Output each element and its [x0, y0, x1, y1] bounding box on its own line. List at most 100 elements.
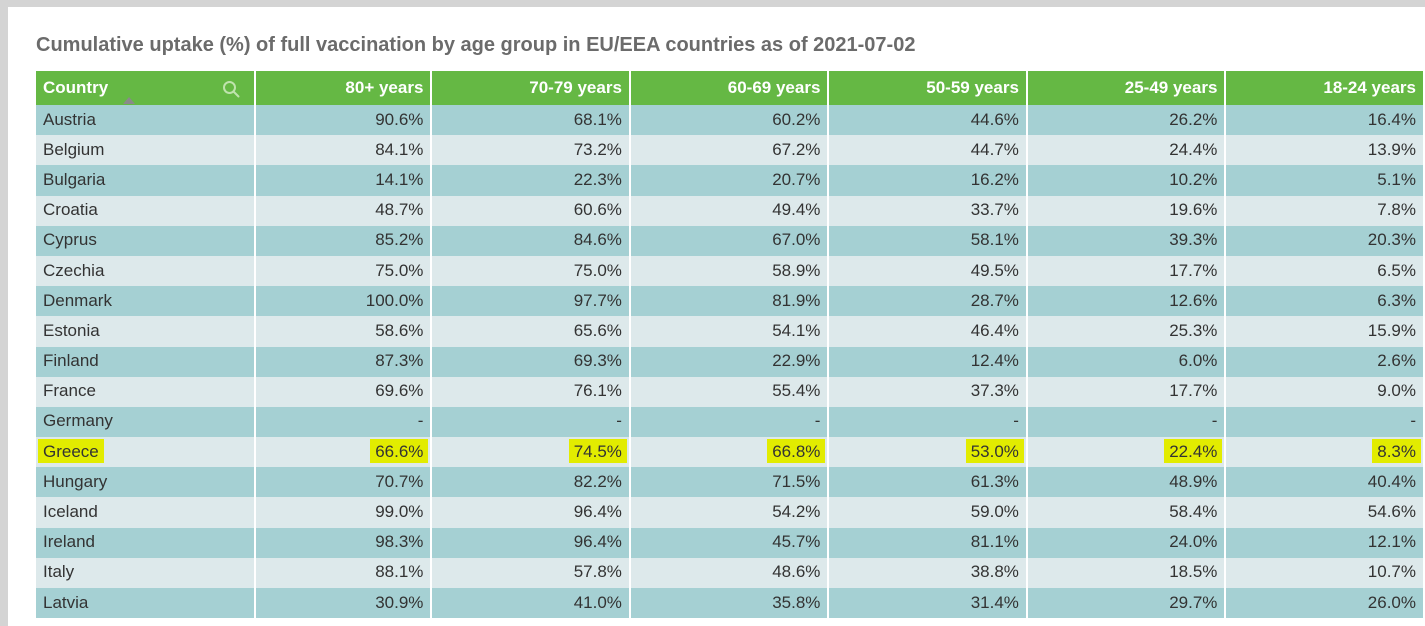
table-cell-value: 37.3% — [829, 376, 1026, 407]
table-cell-country: France — [36, 376, 254, 407]
cell-text: - — [616, 411, 622, 431]
cell-text: Croatia — [43, 200, 98, 220]
table-row[interactable]: Austria 90.6% 68.1% 60.2% 44.6% 26.2% 16.4% — [36, 105, 1423, 136]
highlighted-cell-text: 66.8% — [768, 439, 825, 462]
table-cell-value: 97.7% — [432, 286, 629, 317]
table-cell-value: 59.0% — [829, 497, 1026, 528]
table-cell-value: 69.6% — [255, 376, 431, 407]
table-row[interactable]: Latvia 30.9% 41.0% 35.8% 31.4% 29.7% 26.0% — [36, 588, 1423, 619]
table-cell-value: 12.6% — [1027, 286, 1225, 317]
table-row[interactable]: Germany - - - - - - — [36, 406, 1423, 438]
table-cell-value: 18.5% — [1027, 557, 1225, 588]
table-row[interactable]: Hungary 70.7% 82.2% 71.5% 61.3% 48.9% 40.4% — [36, 467, 1423, 498]
cell-text: 61.3% — [970, 471, 1019, 491]
table-cell-value: 6.0% — [1027, 346, 1225, 377]
cell-text: 12.6% — [1169, 290, 1218, 310]
table-cell-value: 8.3% — [1226, 437, 1423, 468]
column-header[interactable]: 70-79 years — [432, 71, 629, 105]
table-cell-value: 48.7% — [255, 195, 431, 226]
cell-text: Austria — [43, 109, 96, 129]
search-icon[interactable] — [222, 80, 240, 98]
table-cell-value: 87.3% — [255, 346, 431, 377]
table-cell-value: 20.3% — [1226, 225, 1423, 256]
table-row[interactable]: Belgium 84.1% 73.2% 67.2% 44.7% 24.4% 13.9% — [36, 135, 1423, 166]
table-cell-value: 31.4% — [829, 588, 1026, 619]
table-cell-value: 41.0% — [432, 588, 629, 619]
cell-text: 5.1% — [1377, 169, 1416, 189]
table-cell-value: 60.6% — [432, 195, 629, 226]
table-cell-value: - — [432, 406, 629, 438]
table-cell-value: 85.2% — [255, 225, 431, 256]
cell-text: - — [1013, 411, 1019, 431]
column-header-country[interactable]: Country — [36, 71, 254, 105]
table-cell-value: 19.6% — [1027, 195, 1225, 226]
cell-text: 73.2% — [573, 139, 622, 159]
cell-text: 99.0% — [375, 502, 424, 522]
highlighted-cell-text: 53.0% — [966, 439, 1023, 462]
table-body: Austria 90.6% 68.1% 60.2% 44.6% 26.2% 16.4% Bel… — [36, 105, 1423, 619]
cell-text: 40.4% — [1367, 471, 1416, 491]
column-header[interactable]: 60-69 years — [630, 71, 828, 105]
cell-text: 20.7% — [772, 169, 821, 189]
cell-text: Germany — [43, 411, 113, 431]
cell-text: 57.8% — [573, 562, 622, 582]
table-row[interactable]: Denmark 100.0% 97.7% 81.9% 28.7% 12.6% 6.3% — [36, 286, 1423, 317]
sort-ascending-icon[interactable] — [122, 96, 136, 104]
cell-text: 55.4% — [772, 381, 821, 401]
table-row[interactable]: Czechia 75.0% 75.0% 58.9% 49.5% 17.7% 6.5% — [36, 255, 1423, 287]
table-cell-value: 58.9% — [630, 255, 828, 287]
column-header[interactable]: 18-24 years — [1226, 71, 1423, 105]
table-row[interactable]: Croatia 48.7% 60.6% 49.4% 33.7% 19.6% 7.8% — [36, 195, 1423, 226]
table-cell-country: Germany — [36, 406, 254, 438]
table-cell-value: 96.4% — [432, 527, 629, 558]
cell-text: 49.5% — [970, 260, 1019, 280]
column-header[interactable]: 50-59 years — [829, 71, 1026, 105]
table-cell-value: 58.1% — [829, 225, 1026, 256]
table-cell-value: 60.2% — [630, 105, 828, 136]
column-header-label: 25-49 years — [1124, 78, 1218, 97]
cell-text: Bulgaria — [43, 169, 106, 189]
table-cell-value: - — [1226, 406, 1423, 438]
table-row[interactable]: Cyprus 85.2% 84.6% 67.0% 58.1% 39.3% 20.3% — [36, 225, 1423, 256]
cell-text: 58.9% — [772, 260, 821, 280]
cell-text: 13.9% — [1367, 139, 1416, 159]
cell-text: 81.9% — [772, 290, 821, 310]
table-cell-value: 69.3% — [432, 346, 629, 377]
table-cell-value: 33.7% — [829, 195, 1026, 226]
table-cell-value: 40.4% — [1226, 467, 1423, 498]
table-row[interactable]: Iceland 99.0% 96.4% 54.2% 59.0% 58.4% 54.6% — [36, 497, 1423, 528]
cell-text: Iceland — [43, 502, 98, 522]
table-cell-value: 55.4% — [630, 376, 828, 407]
table-row[interactable]: Bulgaria 14.1% 22.3% 20.7% 16.2% 10.2% 5.1% — [36, 165, 1423, 196]
table-cell-value: 74.5% — [432, 437, 629, 468]
table-row[interactable]: France 69.6% 76.1% 55.4% 37.3% 17.7% 9.0% — [36, 376, 1423, 407]
table-cell-value: 22.4% — [1027, 437, 1225, 468]
table-cell-value: 67.2% — [630, 135, 828, 166]
table-cell-country: Hungary — [36, 467, 254, 498]
table-cell-value: 6.5% — [1226, 255, 1423, 287]
table-cell-value: 28.7% — [829, 286, 1026, 317]
column-header[interactable]: 80+ years — [255, 71, 431, 105]
table-row[interactable]: Ireland 98.3% 96.4% 45.7% 81.1% 24.0% 12.1% — [36, 527, 1423, 558]
table-cell-value: 7.8% — [1226, 195, 1423, 226]
cell-text: 70.7% — [375, 471, 424, 491]
vaccination-table: Country 80+ years 70-79 years 60-69 years 50… — [34, 71, 1425, 619]
table-row[interactable]: Greece 66.6% 74.5% 66.8% 53.0% 22.4% 8.3% — [36, 437, 1423, 468]
cell-text: 48.6% — [772, 562, 821, 582]
cell-text: 24.4% — [1169, 139, 1218, 159]
table-row[interactable]: Finland 87.3% 69.3% 22.9% 12.4% 6.0% 2.6% — [36, 346, 1423, 377]
cell-text: 37.3% — [970, 381, 1019, 401]
table-cell-value: 30.9% — [255, 588, 431, 619]
table-row[interactable]: Italy 88.1% 57.8% 48.6% 38.8% 18.5% 10.7% — [36, 557, 1423, 588]
column-header[interactable]: 25-49 years — [1027, 71, 1225, 105]
table-row[interactable]: Estonia 58.6% 65.6% 54.1% 46.4% 25.3% 15.9% — [36, 316, 1423, 347]
table-cell-country: Greece — [36, 437, 254, 468]
cell-text: 84.6% — [573, 230, 622, 250]
cell-text: 87.3% — [375, 351, 424, 371]
table-cell-value: 48.6% — [630, 557, 828, 588]
cell-text: 12.4% — [970, 351, 1019, 371]
table-cell-value: - — [630, 406, 828, 438]
table-cell-value: 44.6% — [829, 105, 1026, 136]
cell-text: 14.1% — [375, 169, 424, 189]
cell-text: 9.0% — [1377, 381, 1416, 401]
